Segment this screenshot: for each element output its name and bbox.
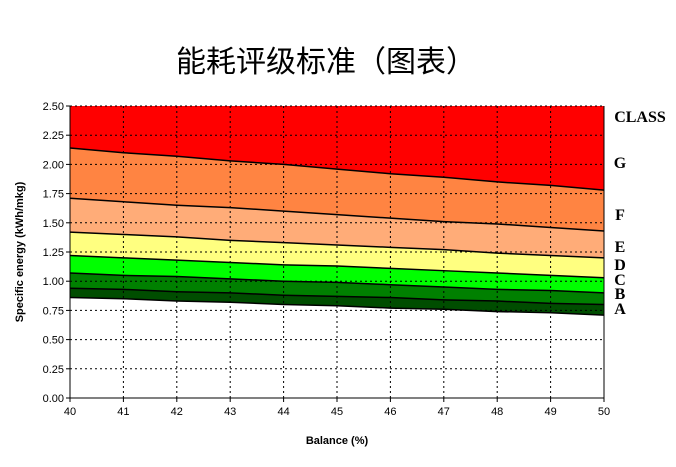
x-tick-label: 44	[277, 406, 289, 418]
y-tick-label: 1.50	[43, 218, 64, 230]
y-tick-label: 0.00	[43, 393, 64, 405]
class-label-B: B	[615, 286, 626, 303]
y-tick-label: 2.00	[43, 159, 64, 171]
y-tick-label: 1.00	[43, 276, 64, 288]
y-tick-label: 0.25	[43, 364, 64, 376]
x-tick-label: 47	[438, 406, 450, 418]
class-label-D: D	[614, 257, 626, 274]
class-label-A: A	[614, 301, 626, 318]
y-axis-label: Specific energy (kWh/mkg)	[14, 181, 26, 322]
x-tick-label: 40	[64, 406, 76, 418]
x-tick-label: 49	[544, 406, 556, 418]
band-G	[70, 106, 604, 191]
x-tick-label: 42	[171, 406, 183, 418]
x-tick-label: 43	[224, 406, 236, 418]
class-label-E: E	[615, 239, 626, 256]
y-tick-label: 0.50	[43, 335, 64, 347]
class-label-G: G	[614, 155, 627, 172]
y-tick-label: 1.25	[43, 247, 64, 259]
boundary-line-E	[69, 231, 605, 259]
x-axis-label: Balance (%)	[306, 435, 369, 447]
ticks: 0.00 0.25 0.50 0.75 1.00 1.25 1.50 1.75 2.00 2.25…	[43, 101, 611, 418]
y-tick-label: 2.25	[43, 130, 64, 142]
boundary-line-A	[69, 296, 605, 316]
y-tick-label: 1.75	[43, 189, 64, 201]
boundary-line-F	[69, 197, 605, 232]
x-tick-label: 48	[491, 406, 503, 418]
class-label-F: F	[615, 207, 625, 224]
x-tick-label: 45	[331, 406, 343, 418]
class-label-C: C	[614, 272, 626, 289]
boundary-line-C	[69, 272, 605, 294]
boundary-line-G	[69, 147, 605, 191]
band-B	[70, 273, 604, 305]
band-D	[70, 232, 604, 278]
band-F	[70, 148, 604, 231]
band-C	[70, 255, 604, 293]
boundary-lines	[69, 147, 605, 316]
chart-title: 能耗评级标准（图表）	[176, 45, 476, 80]
y-tick-label: 0.75	[43, 305, 64, 317]
x-tick-label: 46	[384, 406, 396, 418]
boundary-line-D	[69, 254, 605, 279]
boundary-line-B	[69, 287, 605, 306]
band-E	[70, 198, 604, 258]
x-tick-label: 41	[117, 406, 129, 418]
x-tick-label: 50	[598, 406, 610, 418]
class-header: CLASS	[614, 109, 666, 126]
y-tick-label: 2.50	[43, 101, 64, 113]
